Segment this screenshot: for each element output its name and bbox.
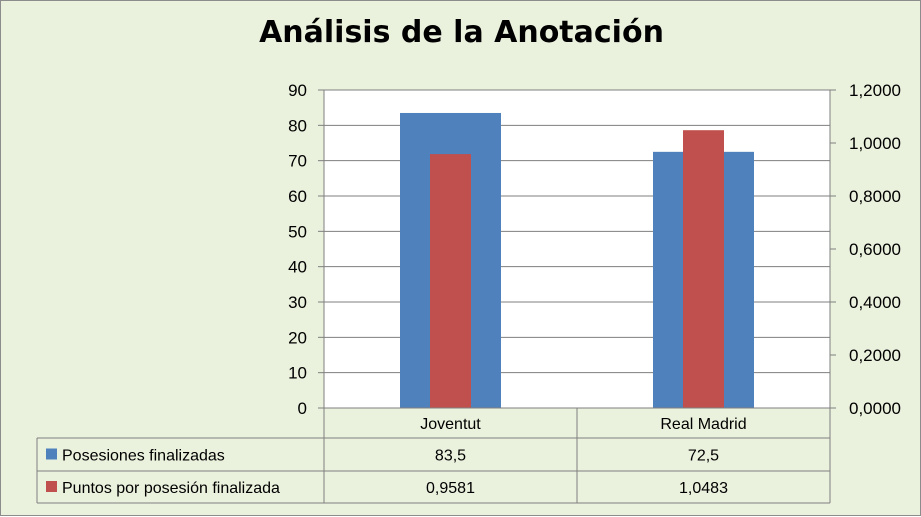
data-label: 72,5 xyxy=(688,448,719,465)
chart-title: Análisis de la Anotación xyxy=(259,15,664,50)
plot-area xyxy=(324,90,830,408)
y-left-tick-label: 60 xyxy=(288,187,307,206)
y-right-tick-label: 0,6000 xyxy=(849,240,901,259)
y-left-tick-label: 20 xyxy=(288,328,307,347)
y-right-tick-label: 0,8000 xyxy=(849,187,901,206)
y-left-tick-label: 70 xyxy=(288,152,307,171)
y-right-tick-label: 0,2000 xyxy=(849,346,901,365)
legend-label: Posesiones finalizadas xyxy=(62,448,225,465)
legend-key xyxy=(46,448,57,460)
bar-puntos xyxy=(683,130,724,408)
legend-key xyxy=(46,481,57,492)
y-right-tick-label: 1,0000 xyxy=(849,134,901,153)
y-left-tick-label: 90 xyxy=(288,81,307,100)
legend-label: Puntos por posesión finalizada xyxy=(62,480,280,497)
x-tick-label: Joventut xyxy=(420,416,481,433)
y-right-tick-label: 0,4000 xyxy=(849,293,901,312)
x-tick-label: Real Madrid xyxy=(660,416,746,433)
y-left-tick-label: 80 xyxy=(288,116,307,135)
y-left-tick-label: 40 xyxy=(288,258,307,277)
y-left-tick-label: 50 xyxy=(288,222,307,241)
bar-puntos xyxy=(430,154,471,408)
y-left-tick-label: 10 xyxy=(288,364,307,383)
y-right-tick-label: 1,2000 xyxy=(849,81,901,100)
data-label: 1,0483 xyxy=(679,480,728,497)
y-left-tick-label: 30 xyxy=(288,293,307,312)
y-right-tick-label: 0,0000 xyxy=(849,399,901,418)
data-label: 83,5 xyxy=(435,448,466,465)
data-label: 0,9581 xyxy=(426,480,475,497)
y-left-tick-label: 0 xyxy=(298,399,307,418)
